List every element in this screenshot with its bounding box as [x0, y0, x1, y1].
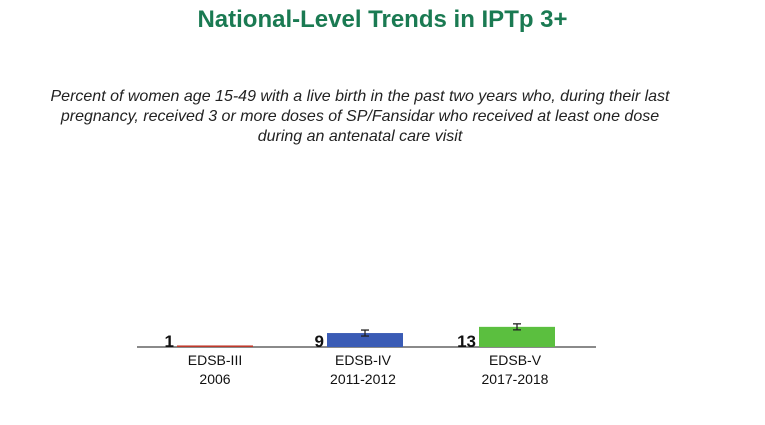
error-bar [513, 323, 521, 331]
bar-edsb-iii [177, 345, 253, 347]
bar-edsb-iv [327, 333, 403, 347]
survey-name: EDSB-IV [334, 352, 391, 368]
survey-name: EDSB-V [488, 352, 542, 368]
chart-subtitle: Percent of women age 15-49 with a live b… [50, 88, 670, 145]
chart-title: National-Level Trends in IPTp 3+ [197, 6, 568, 33]
survey-year: 2006 [199, 371, 231, 387]
category-label-edsb-iv: EDSB-IV 2011-2012 [293, 351, 433, 389]
category-label-edsb-v: EDSB-V 2017-2018 [445, 351, 585, 389]
survey-year: 2011-2012 [330, 371, 396, 387]
category-label-edsb-iii: EDSB-III 2006 [145, 351, 285, 389]
data-label: 9 [315, 332, 324, 351]
bar-edsb-v [479, 326, 555, 347]
survey-name: EDSB-III [187, 352, 243, 368]
error-bar [361, 329, 369, 337]
survey-year: 2017-2018 [481, 371, 549, 387]
data-label: 13 [457, 332, 476, 351]
data-label: 1 [165, 332, 174, 351]
